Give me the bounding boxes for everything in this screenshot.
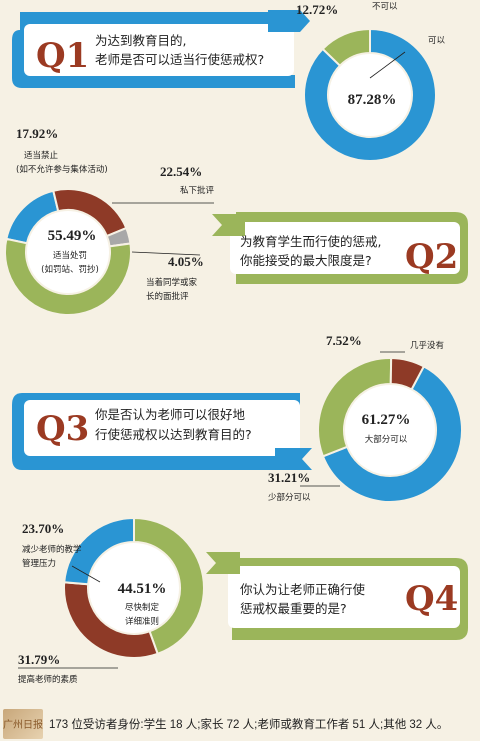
ribbon-q2 <box>212 212 468 284</box>
chart-label: 适当处罚 <box>53 250 87 261</box>
ribbon-q4-inner <box>228 566 460 628</box>
chart-label: 几乎没有 <box>410 340 444 351</box>
leader-line <box>71 565 101 583</box>
chart-label: 31.79% <box>18 652 60 667</box>
donut-slice <box>321 365 463 503</box>
ribbon-q2-inner <box>230 222 460 274</box>
q4-line1: 你认为让老师正确行使 <box>240 582 366 597</box>
chart-label: 管理压力 <box>22 558 56 569</box>
chart-label: 不可以 <box>372 2 398 12</box>
donut-hole <box>27 211 109 293</box>
ribbon-q3-tail <box>275 448 312 470</box>
chart-label: 私下批评 <box>180 185 215 196</box>
chart-label: 61.27% <box>362 412 411 428</box>
chart-label: 可以 <box>428 36 446 46</box>
donut-hole <box>345 385 435 475</box>
donut-slice <box>303 27 437 162</box>
q3-line1: 你是否认为老师可以很好地 <box>95 407 246 422</box>
q2-line2: 你能接受的最大限度是? <box>240 253 372 268</box>
ribbon-q1 <box>12 10 310 88</box>
donut-slice <box>133 516 205 656</box>
ribbon-q4-tail <box>206 552 240 574</box>
donut-slice <box>63 516 135 586</box>
chart-label: 减少老师的教学 <box>22 544 82 555</box>
chart-label: 大部分可以 <box>365 434 408 445</box>
chart-label: 尽快制定 <box>125 602 160 613</box>
chart-labels: 12.72% 不可以 87.28% 可以 17.92% 适当禁止 (如不允许参与集体活动) 2… <box>16 2 446 685</box>
donut-slice <box>4 237 132 316</box>
ribbon-q1-tail <box>268 10 310 32</box>
donut-chart-q4 <box>63 516 205 659</box>
chart-label: 长的面批评 <box>146 291 189 302</box>
donut-chart-q3 <box>317 356 463 503</box>
q4-number: Q4 <box>405 579 458 619</box>
chart-label: (如不允许参与集体活动) <box>16 164 108 175</box>
leader-line <box>131 251 201 256</box>
chart-label: 22.54% <box>160 164 202 179</box>
ribbon-q2-tail <box>212 214 245 236</box>
leader-line <box>369 51 406 79</box>
chart-label: 31.21% <box>268 470 310 485</box>
q1-number: Q1 <box>36 36 89 76</box>
chart-label: 55.49% <box>48 228 97 244</box>
respondent-note: 173 位受访者身份:学生 18 人;家长 72 人;老师或教育工作者 51 人… <box>49 718 449 731</box>
q1-line1: 为达到教育目的, <box>95 33 186 48</box>
donut-chart-q1 <box>303 27 437 162</box>
q3-line2: 行使惩戒权以达到教育目的? <box>95 427 252 442</box>
chart-label: 详细准则 <box>125 616 159 627</box>
chart-label: 提高老师的素质 <box>18 674 78 685</box>
chart-label: 23.70% <box>22 521 64 536</box>
chart-label: 少部分可以 <box>268 492 311 503</box>
q2-line1: 为教育学生而行使的惩戒, <box>240 234 381 249</box>
chart-label: (如罚站、罚抄) <box>41 264 99 275</box>
newspaper-logo: 广州日报 <box>3 708 43 739</box>
ribbon-q3-inner <box>24 400 300 456</box>
q3-number: Q3 <box>36 409 89 449</box>
donut-slice <box>389 356 426 391</box>
donut-hole <box>89 543 179 633</box>
chart-label: 7.52% <box>326 333 362 348</box>
chart-label: 适当禁止 <box>24 150 59 161</box>
q2-number: Q2 <box>405 237 458 277</box>
chart-label: 44.51% <box>118 581 167 597</box>
chart-label: 4.05% <box>168 254 204 269</box>
ribbon-q4 <box>206 552 468 640</box>
donut-hole <box>329 54 411 136</box>
chart-label: 12.72% <box>296 2 338 17</box>
ribbon-q3 <box>12 393 312 470</box>
chart-label: 87.28% <box>348 92 397 108</box>
chart-label: 当着同学或家 <box>146 277 198 288</box>
donut-chart-q2 <box>4 188 132 316</box>
q1-line2: 老师是否可以适当行使惩戒权? <box>95 52 264 67</box>
ribbon-q1-inner <box>24 24 294 76</box>
chart-label: 17.92% <box>16 126 58 141</box>
footer-bar: 广州日报 173 位受访者身份:学生 18 人;家长 72 人;老师或教育工作者… <box>0 706 480 741</box>
q4-line2: 惩戒权最重要的是? <box>240 601 347 616</box>
